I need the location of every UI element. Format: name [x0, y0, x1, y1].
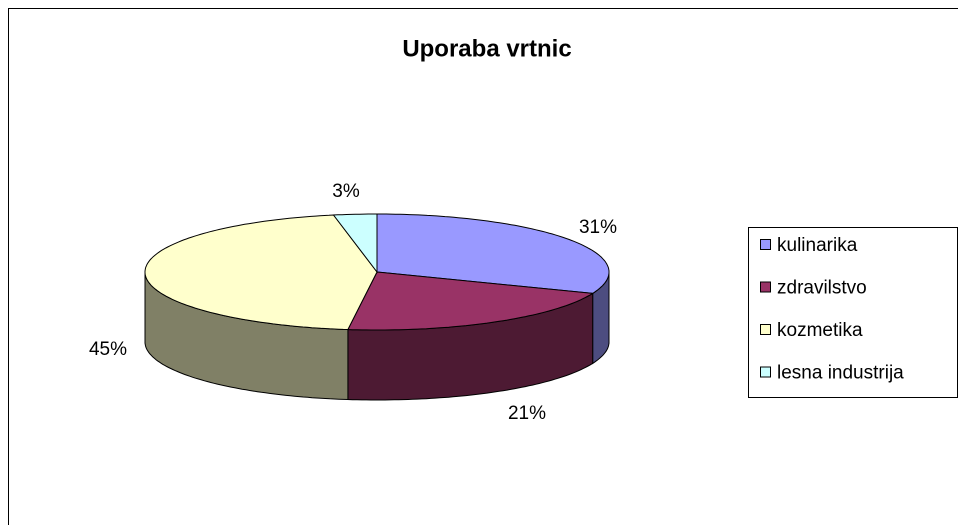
chart-title: Uporaba vrtnic	[402, 35, 571, 62]
legend-label: lesna industrija	[777, 363, 904, 384]
data-label: 45%	[89, 339, 127, 360]
pie-slice	[347, 271, 595, 331]
legend-label: zdravilstvo	[777, 278, 867, 299]
pie-slice	[332, 213, 378, 274]
legend-swatch	[760, 366, 771, 378]
pie-slice	[376, 213, 610, 294]
legend-label: kulinarika	[777, 235, 858, 256]
data-label: 31%	[579, 217, 617, 238]
legend-swatch	[760, 239, 771, 250]
legend-swatch	[760, 281, 771, 293]
data-label: 21%	[508, 403, 546, 424]
legend-label: kozmetika	[777, 320, 863, 341]
legend-swatch	[760, 324, 771, 335]
data-label: 3%	[332, 181, 360, 202]
legend-box	[748, 227, 958, 398]
pie-slice	[144, 214, 378, 331]
